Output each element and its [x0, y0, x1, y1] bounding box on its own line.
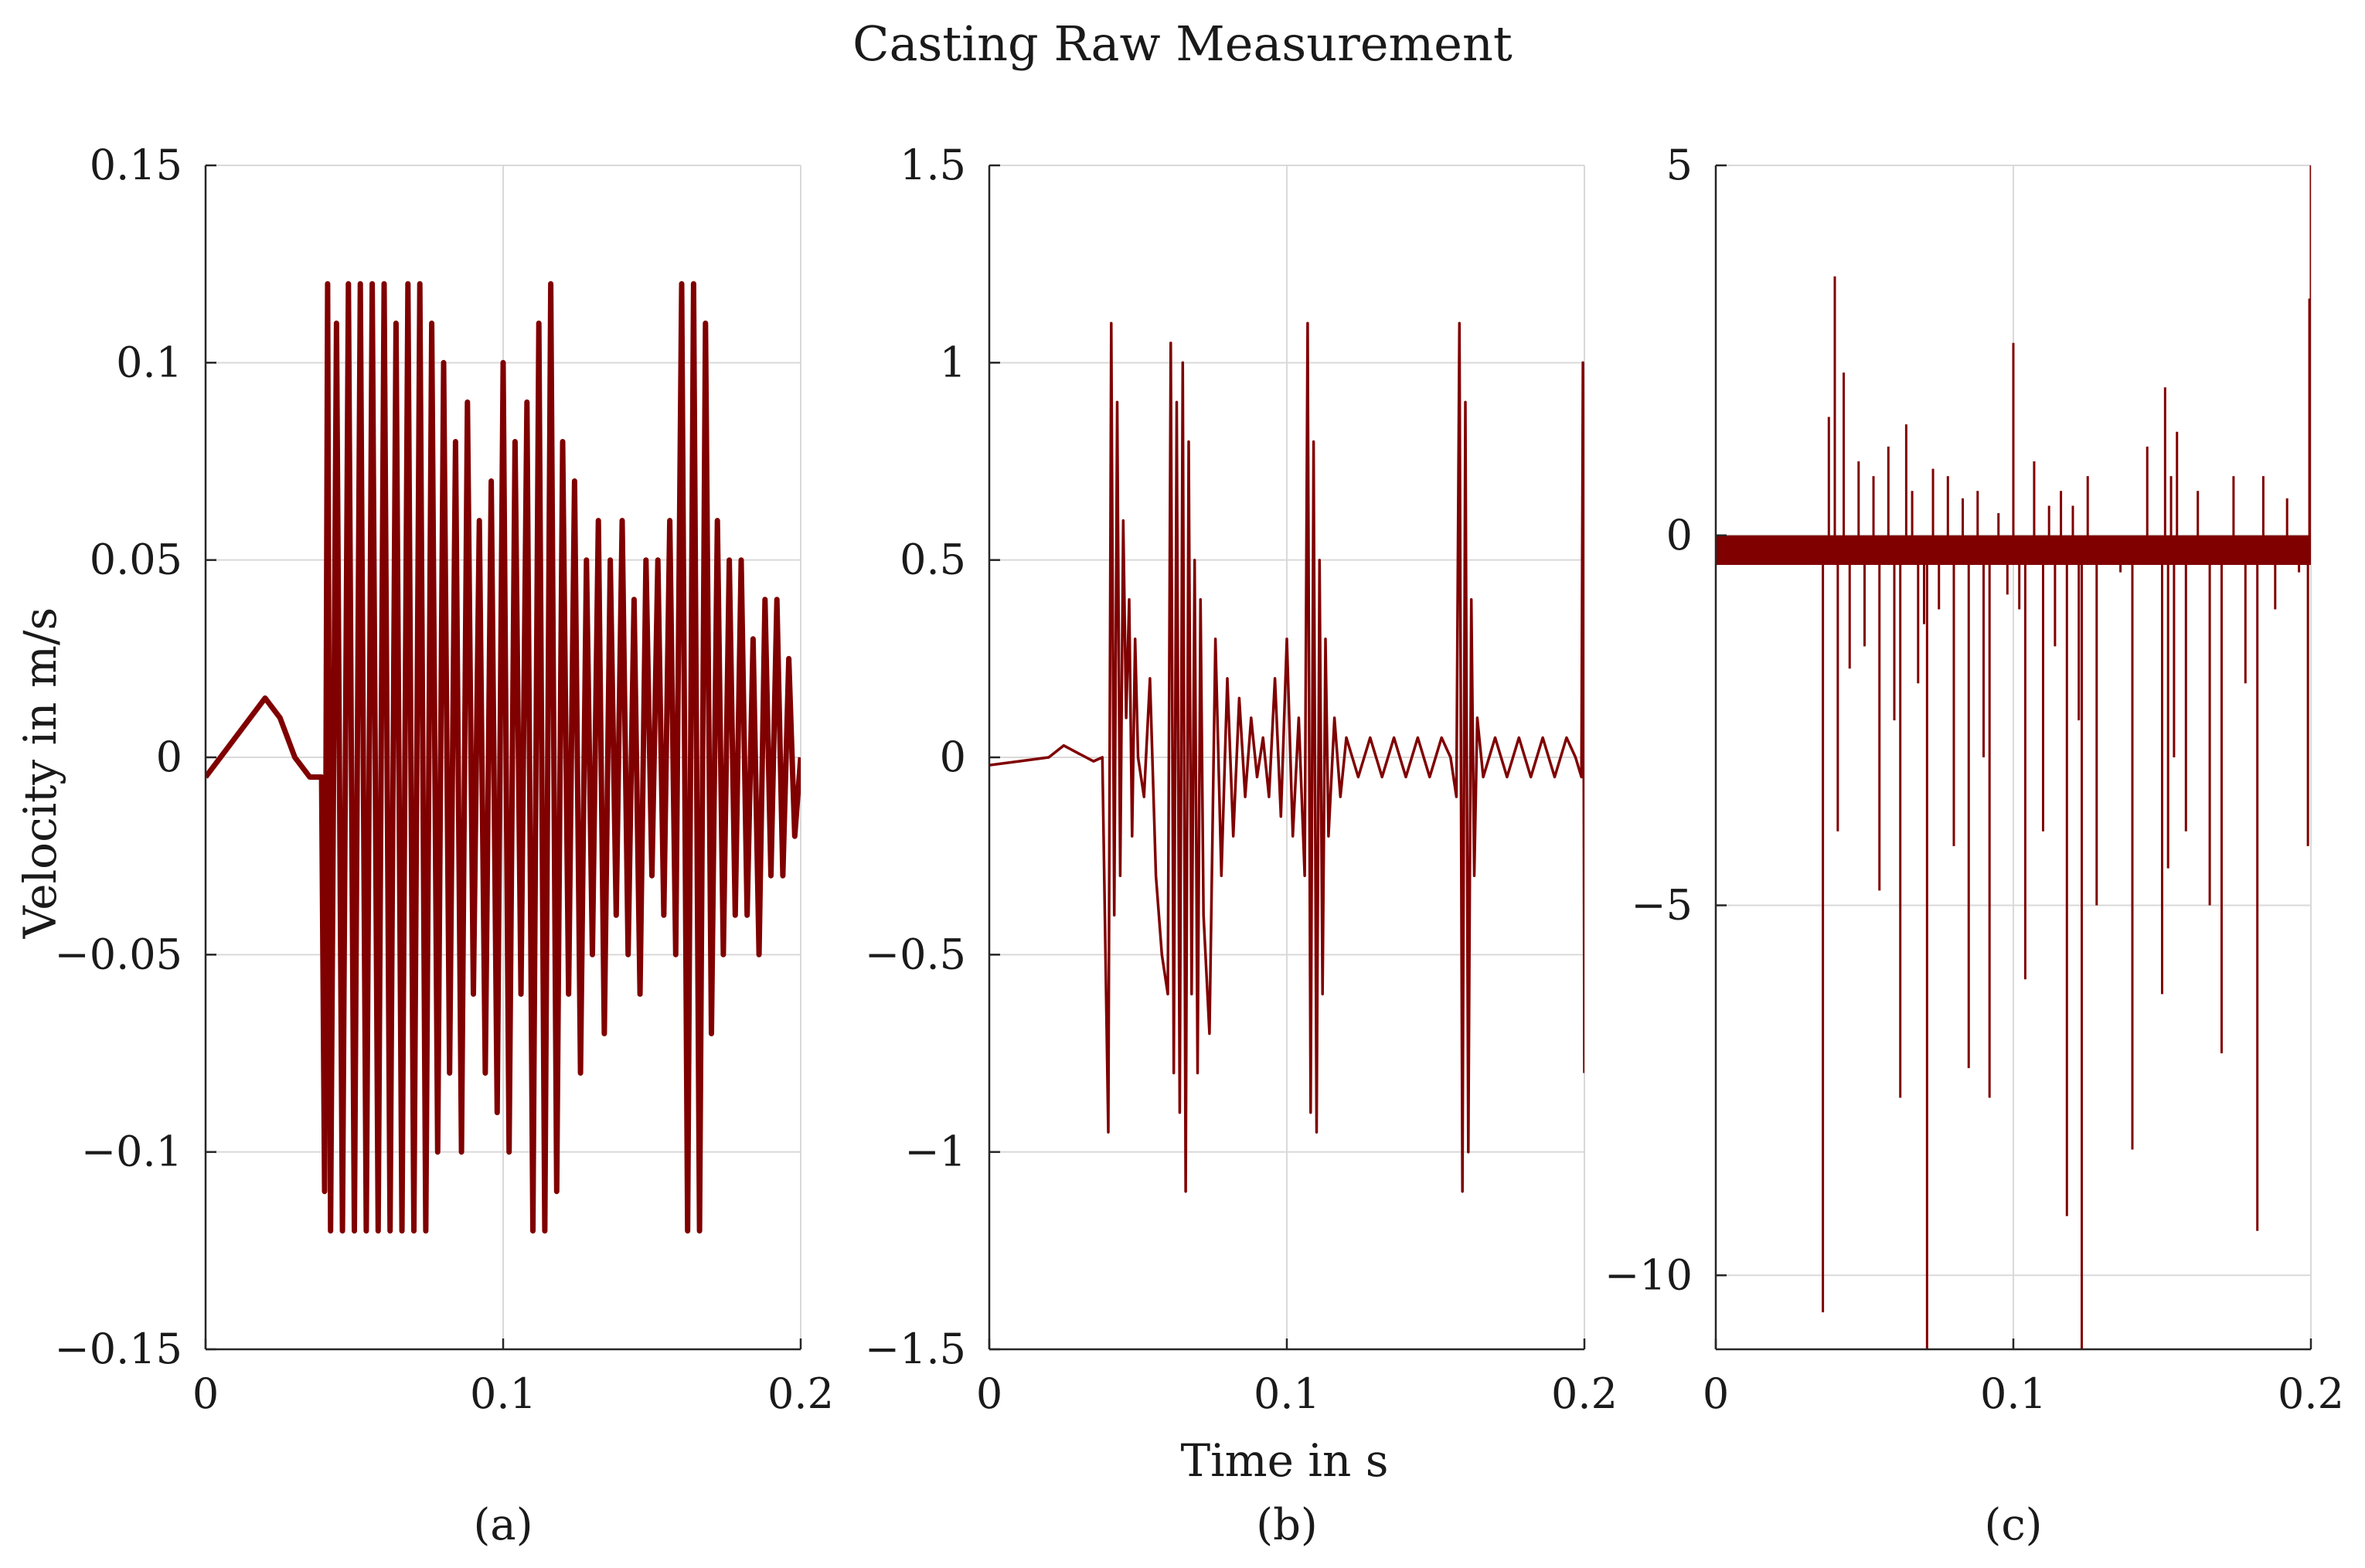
panel-c-y-tick-label: −5: [1631, 881, 1693, 930]
panel-a-label: (a): [473, 1500, 533, 1550]
panel-b-y-tick-label: 0: [940, 733, 966, 781]
panel-c-y-tick-label: −10: [1604, 1250, 1693, 1299]
panel-b-y-tick-label: 1: [940, 338, 966, 386]
panel-a-y-tick-label: 0: [156, 733, 182, 781]
panel-b-y-tick-label: 0.5: [900, 536, 966, 584]
figure-title: Casting Raw Measurement: [852, 15, 1513, 72]
panel-a-series-group: [206, 281, 801, 1234]
panel-c-series-group: [1716, 165, 2311, 1349]
panel-b-series-group: [989, 321, 1584, 1193]
panel-b-y-tick-label: −1.5: [865, 1325, 966, 1373]
panel-a-y-tick-label: 0.1: [116, 338, 182, 386]
panel-b-series-line: [989, 321, 1584, 1193]
panel-c-x-tick-label: 0.1: [1980, 1369, 2047, 1418]
y-axis-label: Velocity in m/s: [14, 607, 66, 940]
panel-b-x-tick-label: 0.1: [1254, 1369, 1320, 1418]
panel-a-y-tick-label: −0.15: [55, 1325, 182, 1373]
panel-c-x-tick-label: 0: [1703, 1369, 1729, 1418]
panel-a: 0 0.1 0.2 0.15 0.1 0.05 0 −0.05 −0.1 −0.15 (a): [55, 141, 834, 1550]
panel-c-label: (c): [1984, 1500, 2042, 1550]
panel-c-y-tick-label: 5: [1666, 141, 1693, 189]
panel-c-y-tick-label: 0: [1666, 511, 1693, 560]
x-axis-label: Time in s: [1180, 1434, 1388, 1487]
panel-a-x-tick-label: 0.1: [470, 1369, 536, 1418]
panel-a-series-line: [206, 281, 801, 1234]
panel-a-y-tick-label: −0.05: [55, 930, 182, 978]
panel-c-x-tick-label: 0.2: [2278, 1369, 2344, 1418]
panel-a-y-tick-label: −0.1: [81, 1128, 182, 1176]
panel-c: 0 0.1 0.2 5 0 −5 −10 (c): [1604, 141, 2344, 1550]
panel-b-label: (b): [1256, 1500, 1318, 1550]
panel-b-y-tick-label: −1: [904, 1128, 966, 1176]
panel-a-y-tick-label: 0.15: [90, 141, 182, 189]
panels: 0 0.1 0.20.150.10.050−0.05−0.1−0.15(a)0 0.1…: [55, 141, 2344, 1550]
panel-b-x-tick-label: 0: [976, 1369, 1002, 1418]
panel-a-x-tick-label: 0: [192, 1369, 219, 1418]
panel-a-y-tick-label: 0.05: [90, 536, 182, 584]
panel-a-x-tick-label: 0.2: [767, 1369, 834, 1418]
panel-b: 0 0.1 0.2 1.5 1 0.5 0 −0.5 −1 −1.5 (b): [865, 141, 1618, 1550]
panel-b-y-tick-label: −0.5: [865, 930, 966, 978]
panel-b-y-tick-label: 1.5: [900, 141, 966, 189]
panel-b-x-tick-label: 0.2: [1551, 1369, 1618, 1418]
